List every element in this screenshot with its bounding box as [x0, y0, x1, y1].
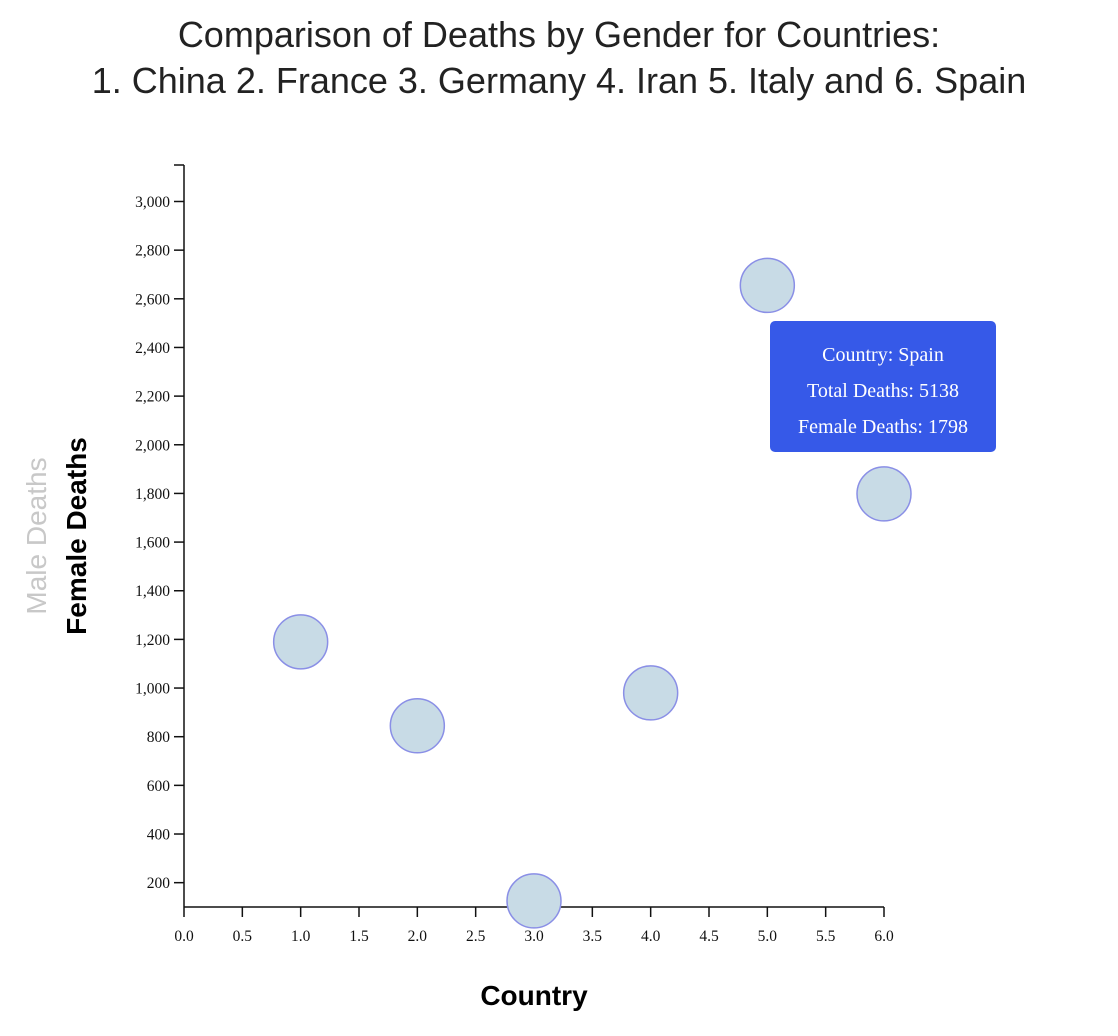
y-tick-label: 2,000	[135, 437, 170, 454]
x-tick-label: 6.0	[874, 928, 894, 945]
x-tick-label: 3.5	[583, 928, 603, 945]
tooltip-total-deaths: Total Deaths: 5138	[807, 380, 959, 402]
y-tick-label: 2,800	[135, 243, 170, 260]
x-tick-label: 1.5	[349, 928, 369, 945]
y-tick-label: 800	[147, 729, 171, 746]
y-tick-label: 600	[147, 778, 171, 795]
y-tick-label: 2,600	[135, 291, 170, 308]
tooltip-country: Country: Spain	[822, 344, 944, 366]
y-axis-ticks: 200 400 600 800 1,000 1,200 1,400 1,600 1,800 2,0…	[135, 164, 184, 892]
x-tick-label: 2.0	[408, 928, 428, 945]
data-point-country-6[interactable]	[856, 466, 912, 522]
y-tick-label: 1,400	[135, 583, 170, 600]
y-tick-label: 1,200	[135, 632, 170, 649]
data-point-country-3[interactable]	[506, 873, 562, 929]
x-tick-label: 1.0	[291, 928, 311, 945]
y-tick-label: 1,800	[135, 486, 170, 503]
y-tick-label: 2,400	[135, 340, 170, 357]
x-tick-label: 0.0	[174, 928, 194, 945]
y-tick-label: 400	[147, 827, 171, 844]
chart-title-line-1: Comparison of Deaths by Gender for Count…	[177, 14, 941, 55]
chart-title-line-2: 1. China 2. France 3. Germany 4. Iran 5.…	[91, 60, 1027, 101]
y-tick-label: 3,000	[135, 194, 170, 211]
y-tick-label: 1,600	[135, 535, 170, 552]
data-point-country-1[interactable]	[272, 614, 329, 670]
data-point-country-4[interactable]	[622, 665, 679, 721]
x-axis-label: Country	[480, 980, 588, 1011]
x-axis-ticks: 0.0 0.5 1.0 1.5 2.0 2.5 3.0 3.5 4.0 4.5 5.0 5.5 6.0	[174, 907, 894, 945]
x-tick-label: 2.5	[466, 928, 486, 945]
data-points	[272, 257, 912, 929]
x-tick-label: 5.5	[816, 928, 836, 945]
x-tick-label: 5.0	[758, 928, 778, 945]
x-tick-label: 4.5	[699, 928, 719, 945]
y-axis-option-male-deaths[interactable]: Male Deaths	[21, 457, 52, 614]
y-axis-option-female-deaths[interactable]: Female Deaths	[61, 437, 92, 635]
x-tick-label: 0.5	[233, 928, 253, 945]
x-tick-label: 3.0	[524, 928, 544, 945]
y-tick-label: 2,200	[135, 389, 170, 406]
x-tick-label: 4.0	[641, 928, 661, 945]
y-tick-label: 1,000	[135, 681, 170, 698]
y-tick-label: 200	[147, 875, 171, 892]
data-point-country-5[interactable]	[739, 257, 796, 314]
chart-title: Comparison of Deaths by Gender for Count…	[0, 12, 1118, 104]
data-tooltip: Country: Spain Total Deaths: 5138 Female…	[770, 321, 996, 452]
data-point-country-2[interactable]	[389, 698, 446, 754]
tooltip-female-deaths: Female Deaths: 1798	[798, 416, 968, 438]
